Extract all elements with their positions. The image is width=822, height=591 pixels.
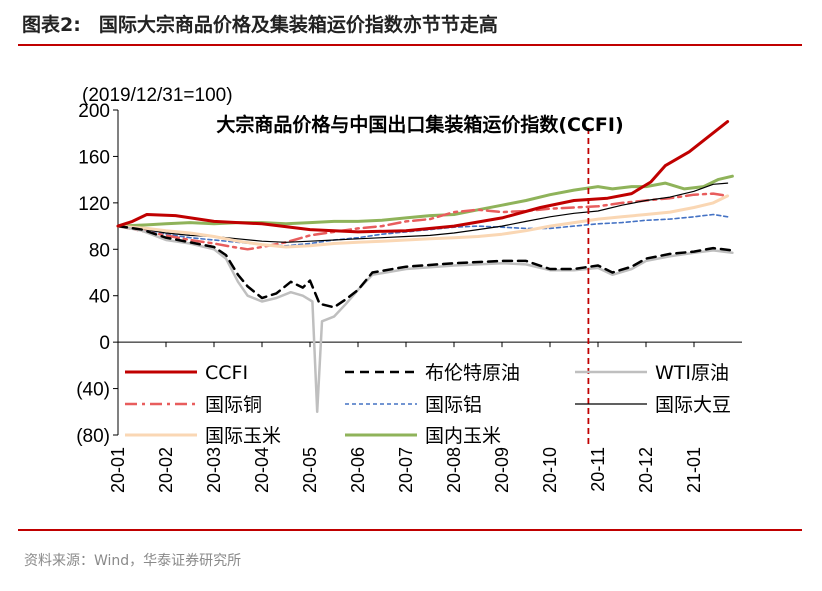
- series-line-4: [116, 192, 729, 251]
- y-tick-label: 200: [78, 101, 110, 122]
- legend-label: 国际铝: [425, 394, 482, 416]
- source-note: 资料来源：Wind，华泰证券研究所: [24, 553, 242, 569]
- figure-label: 图表2:: [22, 14, 81, 36]
- y-tick-label: 0: [99, 333, 110, 354]
- legend-label: 布伦特原油: [425, 362, 520, 384]
- footer-rule: [18, 529, 802, 531]
- x-tick-label: 20-09: [492, 447, 512, 493]
- x-tick-label: 20-06: [348, 447, 368, 493]
- series-layer: [116, 120, 734, 414]
- y-tick-label: 160: [78, 147, 110, 168]
- legend-label: 国际玉米: [205, 425, 281, 447]
- y-tick-label: (40): [76, 380, 110, 401]
- x-tick-label: 20-05: [300, 447, 320, 493]
- series-line-2: [116, 224, 734, 309]
- x-tick-label: 20-12: [636, 447, 656, 493]
- legend-label: 国际大豆: [655, 394, 731, 416]
- series-line-3: [116, 224, 734, 414]
- x-tick-label: 20-07: [396, 447, 416, 493]
- axes: 200 160 120 80 40 0 (40) (80)20-01 20-02 20-03 20-…: [76, 101, 742, 493]
- y-tick-label: (80): [76, 426, 110, 447]
- unit-note: (2019/12/31=100): [82, 85, 233, 106]
- y-tick-label: 120: [78, 194, 110, 215]
- legend-label: 国际铜: [205, 394, 262, 416]
- legend-label: 国内玉米: [425, 425, 501, 447]
- legend-label: CCFI: [205, 362, 248, 384]
- figure-title: 国际大宗商品价格及集装箱运价指数亦节节走高: [98, 14, 498, 36]
- x-tick-label: 20-01: [108, 447, 128, 493]
- y-tick-label: 40: [89, 287, 110, 308]
- x-tick-label: 20-11: [588, 447, 608, 492]
- series-line-1: [116, 120, 730, 234]
- series-line-7: [116, 194, 730, 249]
- legend-label: WTI原油: [655, 362, 729, 384]
- y-tick-label: 80: [89, 240, 110, 261]
- figure-heading: 图表2: 国际大宗商品价格及集装箱运价指数亦节节走高: [22, 10, 498, 37]
- x-tick-label: 20-10: [540, 447, 560, 493]
- x-tick-label: 20-03: [204, 447, 224, 493]
- header-rule: [18, 44, 802, 46]
- x-tick-label: 20-04: [252, 447, 272, 493]
- x-tick-label: 21-01: [684, 447, 704, 493]
- chart-title: 大宗商品价格与中国出口集装箱运价指数(CCFI): [216, 113, 623, 136]
- x-tick-label: 20-02: [156, 447, 176, 493]
- x-tick-label: 20-08: [444, 447, 464, 493]
